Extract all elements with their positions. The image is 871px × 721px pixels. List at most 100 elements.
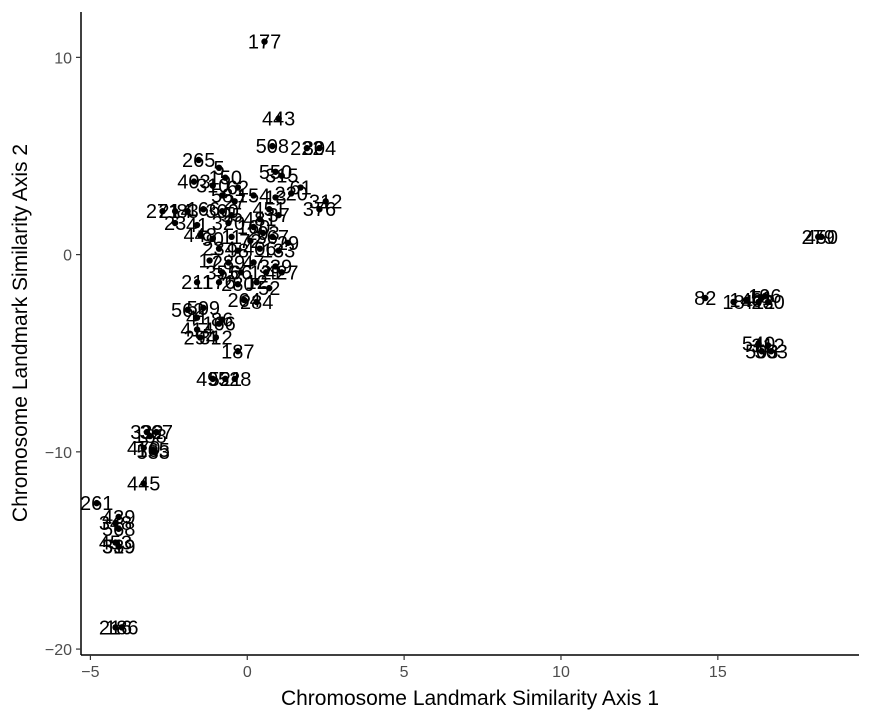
x-axis-ticks: −5 0 5 10 15 <box>81 655 727 681</box>
point-label: 230 <box>751 292 784 314</box>
y-tick-label: −20 <box>45 642 72 659</box>
point-label: 367 <box>140 422 173 444</box>
point-label: 528 <box>218 369 251 391</box>
point-label: 13 <box>264 187 286 209</box>
point-label: 332 <box>130 422 163 444</box>
data-point <box>284 239 292 246</box>
point-label: 280 <box>221 274 254 296</box>
point-label: 165 <box>136 440 169 462</box>
data-point <box>272 168 279 175</box>
point-label: 414 <box>180 320 213 342</box>
point-label: 177 <box>248 32 281 54</box>
data-point <box>225 259 232 266</box>
point-label: 196 <box>748 286 781 308</box>
point-label: 47 <box>242 252 264 274</box>
data-point <box>215 279 223 286</box>
point-label: 216 <box>99 617 132 639</box>
point-label: 312 <box>309 191 342 213</box>
data-point <box>240 296 248 304</box>
data-point <box>215 164 223 172</box>
point-label: 568 <box>102 519 135 541</box>
data-point <box>742 296 750 304</box>
point-label: 300 <box>205 201 238 223</box>
data-point <box>259 229 267 237</box>
point-label: 315 <box>265 166 298 188</box>
data-point <box>761 292 769 300</box>
data-point <box>209 375 216 383</box>
point-label: 187 <box>221 341 254 363</box>
point-label: 304 <box>303 138 336 160</box>
point-label: 41 <box>186 215 208 237</box>
y-tick-label: 10 <box>54 50 72 67</box>
point-label: 563 <box>754 341 787 363</box>
point-label: 27 <box>224 191 246 213</box>
point-label: 495 <box>196 369 229 391</box>
data-point <box>209 235 216 243</box>
data-point <box>266 206 273 213</box>
data-point <box>818 233 825 241</box>
point-label: 211 <box>181 272 213 294</box>
data-point <box>197 334 204 341</box>
data-point <box>256 215 264 223</box>
x-tick-label: 15 <box>709 664 727 681</box>
data-point <box>112 519 119 527</box>
point-label: 29 <box>277 233 299 255</box>
point-label: 5 <box>213 158 224 180</box>
data-point <box>322 198 329 205</box>
data-point <box>140 480 147 487</box>
data-point <box>266 284 273 292</box>
data-point <box>234 184 242 191</box>
point-label: 150 <box>209 168 242 190</box>
data-point <box>253 279 260 286</box>
point-label: 339 <box>102 537 135 559</box>
point-label: 121 <box>249 262 282 284</box>
data-point <box>234 348 242 355</box>
point-label: 214 <box>158 201 191 223</box>
data-point <box>234 247 242 254</box>
data-point <box>115 513 122 521</box>
data-point <box>93 499 100 507</box>
data-point <box>112 624 119 631</box>
data-point <box>250 259 257 266</box>
point-label: 220 <box>274 183 307 205</box>
point-label: 412 <box>742 292 775 314</box>
data-point <box>197 231 204 239</box>
data-point <box>222 174 229 181</box>
data-point <box>297 184 304 191</box>
data-point <box>140 444 147 452</box>
data-point <box>234 280 242 288</box>
point-label: 12 <box>246 272 268 294</box>
data-point <box>272 263 279 270</box>
data-point <box>209 182 216 189</box>
point-label: 406 <box>243 239 276 261</box>
point-label: 11 <box>221 227 242 249</box>
data-point <box>262 269 270 276</box>
data-point <box>171 208 179 215</box>
point-label: 72 <box>239 231 261 253</box>
data-point <box>261 38 268 45</box>
point-label: 509 <box>187 298 220 320</box>
data-point <box>218 192 226 199</box>
point-label: 176 <box>202 272 235 294</box>
data-point <box>275 211 282 219</box>
point-label: 51 <box>751 288 773 310</box>
data-point <box>200 304 207 312</box>
x-tick-label: −5 <box>81 664 99 681</box>
data-point <box>228 211 235 219</box>
point-label: 95 <box>220 205 242 227</box>
point-label: 339 <box>259 256 292 278</box>
point-label: 540 <box>742 333 775 355</box>
data-point <box>193 326 201 333</box>
point-label: 367 <box>256 227 289 249</box>
point-label: 83 <box>177 201 199 223</box>
data-point <box>200 206 207 213</box>
data-point <box>256 245 264 252</box>
point-label: 222 <box>290 138 323 160</box>
data-point <box>184 306 191 314</box>
data-point <box>275 115 282 122</box>
data-point <box>153 428 160 436</box>
point-label: 348 <box>99 513 132 535</box>
